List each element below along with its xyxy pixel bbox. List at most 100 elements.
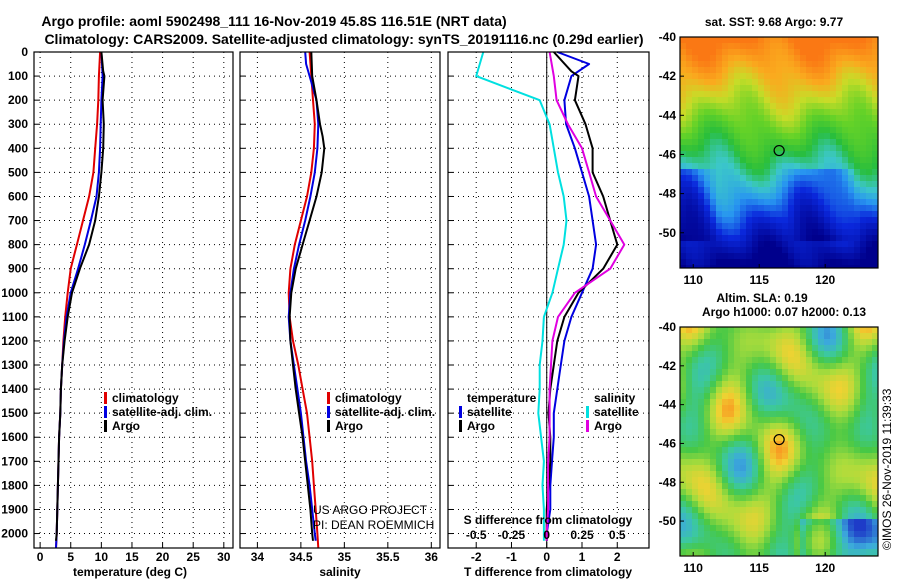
map-cell bbox=[728, 531, 734, 537]
map-cell bbox=[698, 333, 704, 339]
map-cell bbox=[704, 235, 710, 241]
map-cell bbox=[722, 157, 728, 163]
map-cell bbox=[764, 127, 770, 133]
map-cell bbox=[734, 459, 740, 465]
map-cell bbox=[854, 465, 860, 471]
map-cell bbox=[776, 175, 782, 181]
map-cell bbox=[692, 345, 698, 351]
map-cell bbox=[848, 345, 854, 351]
map-cell bbox=[800, 181, 806, 187]
map-cell bbox=[842, 217, 848, 223]
map-cell bbox=[800, 429, 806, 435]
map-cell bbox=[728, 133, 734, 139]
map-cell bbox=[770, 241, 776, 247]
map-cell bbox=[722, 525, 728, 531]
map-cell bbox=[710, 399, 716, 405]
map-cell bbox=[710, 327, 716, 333]
map-cell bbox=[806, 127, 812, 133]
map-cell bbox=[830, 187, 836, 193]
map-cell bbox=[728, 139, 734, 145]
map-cell bbox=[830, 429, 836, 435]
map-cell bbox=[836, 247, 842, 253]
map-cell bbox=[692, 483, 698, 489]
map-cell bbox=[704, 477, 710, 483]
map-cell bbox=[734, 471, 740, 477]
series-line bbox=[55, 51, 106, 541]
map-cell bbox=[860, 333, 866, 339]
map-cell bbox=[704, 441, 710, 447]
map-cell bbox=[752, 103, 758, 109]
map-cell bbox=[734, 115, 740, 121]
map-cell bbox=[812, 217, 818, 223]
map-cell bbox=[824, 235, 830, 241]
map-cell bbox=[860, 175, 866, 181]
map-cell bbox=[734, 259, 740, 265]
map-cell bbox=[680, 351, 686, 357]
map-cell bbox=[740, 79, 746, 85]
map-cell bbox=[794, 37, 800, 43]
map-cell bbox=[752, 85, 758, 91]
map-cell bbox=[710, 73, 716, 79]
map-cell bbox=[746, 115, 752, 121]
map-cell bbox=[872, 513, 878, 519]
map-cell bbox=[842, 223, 848, 229]
map-cell bbox=[788, 55, 794, 61]
map-cell bbox=[758, 429, 764, 435]
map-cell bbox=[782, 253, 788, 259]
map-cell bbox=[848, 531, 854, 537]
map-cell bbox=[818, 333, 824, 339]
map-cell bbox=[794, 205, 800, 211]
map-cell bbox=[794, 193, 800, 199]
map-cell bbox=[692, 85, 698, 91]
map-cell bbox=[860, 525, 866, 531]
map-cell bbox=[776, 513, 782, 519]
map-cell bbox=[830, 543, 836, 549]
map-cell bbox=[818, 459, 824, 465]
map-cell bbox=[746, 145, 752, 151]
map-cell bbox=[860, 157, 866, 163]
legend-label-climatology: climatology bbox=[335, 391, 402, 405]
map-cell bbox=[710, 489, 716, 495]
map-cell bbox=[722, 423, 728, 429]
map-cell bbox=[686, 133, 692, 139]
map-cell bbox=[794, 405, 800, 411]
map-cell bbox=[692, 357, 698, 363]
map-cell bbox=[698, 339, 704, 345]
map-cell bbox=[746, 495, 752, 501]
map-cell bbox=[740, 97, 746, 103]
map-cell bbox=[794, 265, 800, 268]
map-cell bbox=[824, 127, 830, 133]
map-cell bbox=[680, 265, 686, 268]
y-tick-label: 200 bbox=[8, 93, 28, 107]
map-cell bbox=[722, 163, 728, 169]
map-cell bbox=[848, 519, 854, 525]
map-cell bbox=[716, 465, 722, 471]
map-cell bbox=[680, 259, 686, 265]
map-cell bbox=[716, 253, 722, 259]
map-cell bbox=[806, 229, 812, 235]
map-cell bbox=[728, 357, 734, 363]
legend-swatch-satellite bbox=[104, 406, 107, 418]
map-cell bbox=[734, 91, 740, 97]
map-cell bbox=[782, 97, 788, 103]
map-cell bbox=[848, 85, 854, 91]
map-cell bbox=[704, 417, 710, 423]
map-cell bbox=[776, 151, 782, 157]
map-cell bbox=[764, 169, 770, 175]
map-frame bbox=[679, 36, 879, 269]
map-cell bbox=[746, 235, 752, 241]
map-cell bbox=[860, 369, 866, 375]
map-cell bbox=[842, 265, 848, 268]
map-cell bbox=[740, 405, 746, 411]
map-cell bbox=[806, 253, 812, 259]
map-cell bbox=[752, 217, 758, 223]
map-cell bbox=[758, 423, 764, 429]
map-cell bbox=[818, 121, 824, 127]
map-cell bbox=[716, 417, 722, 423]
map-cell bbox=[770, 381, 776, 387]
map-cell bbox=[686, 447, 692, 453]
map-cell bbox=[842, 417, 848, 423]
map-cell bbox=[872, 447, 878, 453]
map-cell bbox=[776, 61, 782, 67]
map-cell bbox=[746, 459, 752, 465]
